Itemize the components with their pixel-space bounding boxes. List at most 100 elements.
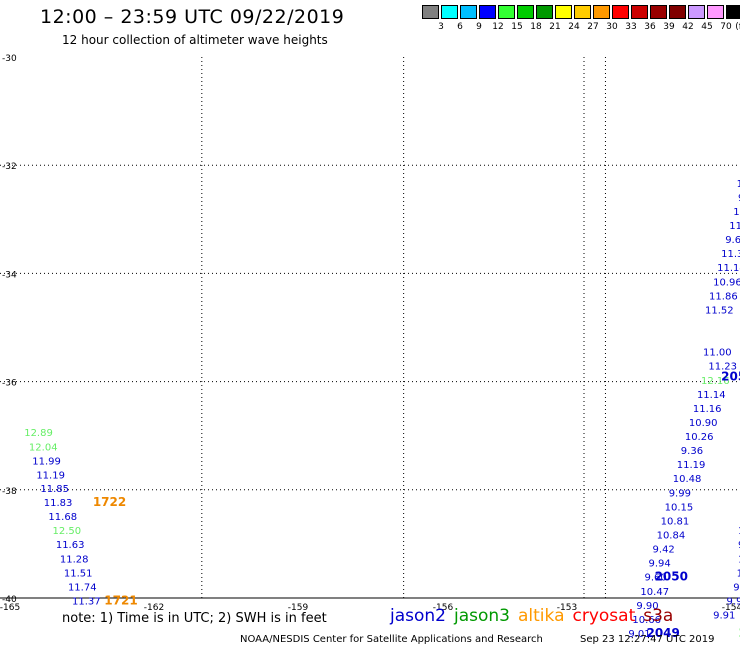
color-scale-label: 9 [476, 22, 482, 32]
data-point-label: 10.90 [689, 418, 718, 429]
color-swatch [536, 5, 553, 19]
color-scale-label: 12 [492, 22, 504, 32]
data-point-label: 9.91 [727, 596, 740, 607]
satellite-legend-cryosat: cryosat [572, 606, 636, 626]
color-swatch [688, 5, 705, 19]
color-swatch [441, 5, 458, 19]
data-point-label: 9.60 [644, 573, 666, 584]
data-point-label: 11.42 [729, 221, 740, 232]
color-scale-label: 39 [663, 22, 675, 32]
data-point-label: 10.47 [640, 587, 669, 598]
data-point-label: 11.14 [717, 263, 740, 274]
data-point-label: 10.66 [632, 615, 661, 626]
data-point-label: 11.16 [693, 404, 722, 415]
y-tick-label: -36 [2, 379, 17, 389]
data-point-label: 9. [738, 540, 740, 551]
data-point-label: 12.04 [29, 442, 58, 453]
color-swatch [479, 5, 496, 19]
y-tick-label: -32 [2, 162, 17, 172]
y-tick-label: -38 [2, 487, 17, 497]
color-swatch [498, 5, 515, 19]
chart-subtitle: 12 hour collection of altimeter wave hei… [62, 33, 328, 47]
color-scale-label: 33 [625, 22, 637, 32]
data-point-label: 11.23 [708, 362, 737, 373]
data-point-label: 10.15 [665, 502, 694, 513]
color-swatch [422, 5, 439, 19]
data-point-label: 9. [738, 193, 740, 204]
color-swatch [574, 5, 591, 19]
color-scale-label: 30 [606, 22, 618, 32]
color-swatch [612, 5, 629, 19]
data-point-label: 9.68 [725, 235, 740, 246]
timestamp-text: Sep 23 12:27:47 UTC 2019 [580, 634, 715, 645]
data-point-label: 11.00 [703, 348, 732, 359]
data-point-label: 11.14 [697, 390, 726, 401]
pass-number-label: 1721 [104, 593, 137, 607]
chart-title: 12:00 – 23:59 UTC 09/22/2019 [40, 6, 345, 28]
data-point-label: 11.19 [36, 470, 65, 481]
color-scale-label: 45 [701, 22, 713, 32]
color-scale-label: 36 [644, 22, 656, 32]
data-point-label: 9.90 [636, 601, 658, 612]
x-tick-label: -153 [557, 603, 577, 613]
color-swatch [650, 5, 667, 19]
satellite-legend: jason2 jason3 altika cryosat s3a [390, 606, 681, 626]
pass-number-label: 2050 [655, 570, 688, 584]
data-point-label: 9.36 [681, 446, 703, 457]
data-point-label: 11.85 [40, 484, 69, 495]
data-point-label: 9.94 [733, 582, 740, 593]
data-point-label: 10.81 [661, 516, 690, 527]
data-point-label: 10. [738, 554, 740, 565]
color-scale-label: 70 [720, 22, 732, 32]
data-point-label: 12.89 [24, 428, 53, 439]
data-point-label: 10.84 [657, 530, 686, 541]
pass-number-label: 1722 [93, 495, 126, 509]
color-scale-label: 15 [511, 22, 523, 32]
data-point-label: 11.33 [721, 249, 740, 260]
units-note: note: 1) Time is in UTC; 2) SWH is in fe… [62, 611, 327, 626]
x-tick-label: -154 [722, 603, 740, 613]
data-point-label: 9.42 [653, 545, 675, 556]
satellite-legend-jason2: jason2 [390, 606, 446, 626]
data-point-label: 9.99 [669, 488, 691, 499]
data-point-label: 9.94 [649, 559, 671, 570]
y-tick-label: -40 [2, 595, 17, 605]
data-point-label: 11.83 [44, 498, 73, 509]
color-scale-label: 3 [438, 22, 444, 32]
data-point-label: 11.63 [56, 540, 85, 551]
satellite-legend-jason3: jason3 [454, 606, 510, 626]
color-scale-label: 42 [682, 22, 694, 32]
data-point-label: 9.01 [628, 629, 650, 640]
color-scale-label: 21 [549, 22, 561, 32]
y-tick-label: -30 [2, 54, 17, 64]
pass-number-label: 2049 [646, 626, 679, 640]
data-point-label: 11.52 [705, 305, 734, 316]
data-point-label: 11.37 [72, 596, 101, 607]
data-point-label: 11.99 [32, 456, 61, 467]
color-scale-label: 24 [568, 22, 580, 32]
x-tick-label: -159 [288, 603, 309, 613]
data-point-label: 10.96 [713, 277, 740, 288]
color-swatch [726, 5, 740, 19]
x-tick-label: -165 [0, 603, 20, 613]
data-point-label: 1 [738, 526, 740, 537]
data-point-label: 11.28 [60, 554, 89, 565]
data-point-label: 10.85 [737, 568, 740, 579]
color-swatch [517, 5, 534, 19]
data-point-label: 11.74 [68, 582, 97, 593]
color-scale-unit: (ft) [735, 22, 740, 32]
data-point-label: 11.86 [709, 291, 738, 302]
satellite-legend-altika: altika [518, 606, 565, 626]
color-swatch [555, 5, 572, 19]
color-scale-label: 27 [587, 22, 599, 32]
data-point-label: 11.51 [64, 568, 93, 579]
y-tick-label: -34 [2, 270, 17, 280]
color-swatch [669, 5, 686, 19]
pass-number-label: 2 [739, 626, 740, 640]
satellite-legend-s3a: s3a [643, 606, 674, 626]
color-scale-label: 6 [457, 22, 463, 32]
data-point-label: 10.48 [673, 474, 702, 485]
color-swatch [460, 5, 477, 19]
data-point-label: 11.19 [677, 460, 706, 471]
